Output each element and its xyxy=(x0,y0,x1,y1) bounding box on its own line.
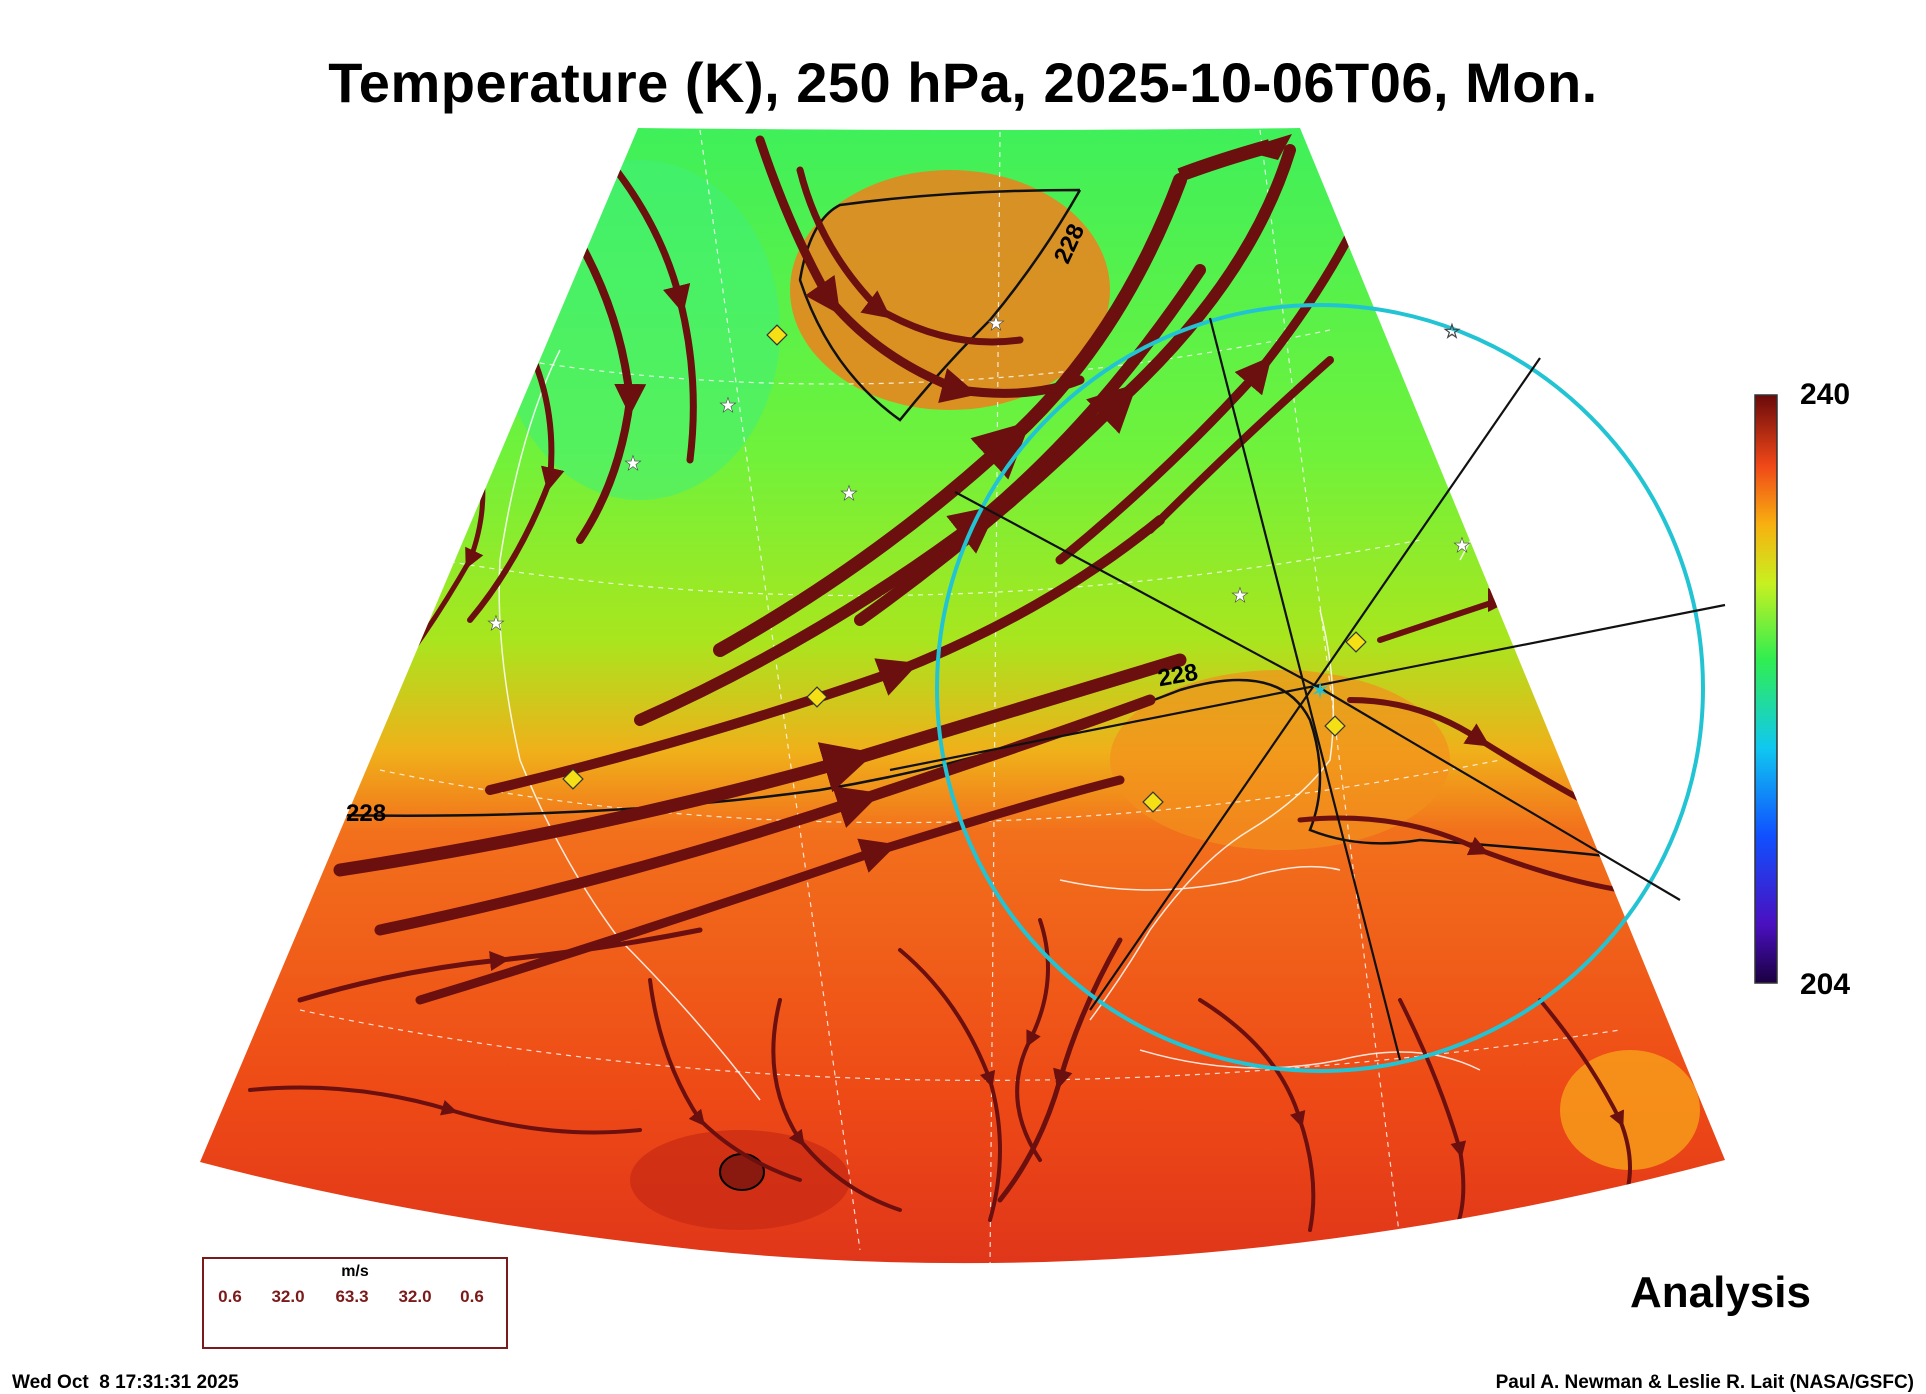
jet-arrow-tail xyxy=(1177,139,1272,182)
warm-spot-south-center xyxy=(719,1153,765,1191)
legend-value: 0.6 xyxy=(460,1287,484,1306)
colorbar xyxy=(1754,394,1778,984)
svg-text:★: ★ xyxy=(987,311,1005,335)
legend-value: 32.0 xyxy=(398,1287,432,1306)
legend-value: 32.0 xyxy=(271,1287,305,1306)
station-diamonds xyxy=(562,324,1367,813)
svg-text:★: ★ xyxy=(487,611,505,635)
contour-label: 228 xyxy=(346,800,387,827)
colorbar-max-label: 240 xyxy=(1800,378,1851,411)
footer-timestamp: Wed Oct 8 17:31:31 2025 xyxy=(12,1372,239,1393)
svg-text:★: ★ xyxy=(624,451,642,475)
wind-speed-legend: m/s 0.6 32.0 63.3 32.0 0.6 xyxy=(202,1257,508,1349)
legend-value: 0.6 xyxy=(218,1287,242,1306)
analysis-label: Analysis xyxy=(1630,1268,1811,1317)
svg-text:★: ★ xyxy=(1453,533,1471,557)
colorbar-min-label: 204 xyxy=(1800,968,1851,1001)
legend-value: 63.3 xyxy=(335,1287,369,1306)
chart-title: Temperature (K), 250 hPa, 2025-10-06T06,… xyxy=(328,51,1598,114)
legend-unit: m/s xyxy=(341,1263,369,1280)
radial-lines xyxy=(889,317,1726,1061)
range-ring xyxy=(935,303,1705,1073)
station-stars: ★ ☆ ★ ★ ★ ★ ★ ★ xyxy=(487,311,1472,636)
svg-text:★: ★ xyxy=(719,393,737,417)
svg-text:☆: ☆ xyxy=(1443,319,1461,343)
svg-text:★: ★ xyxy=(840,481,858,505)
svg-text:★: ★ xyxy=(1231,583,1249,607)
footer-credit: Paul A. Newman & Leslie R. Lait (NASA/GS… xyxy=(1495,1372,1914,1393)
ring-center-marker: ✶ xyxy=(1310,677,1330,705)
orange-patch-southeast xyxy=(1560,1050,1700,1170)
